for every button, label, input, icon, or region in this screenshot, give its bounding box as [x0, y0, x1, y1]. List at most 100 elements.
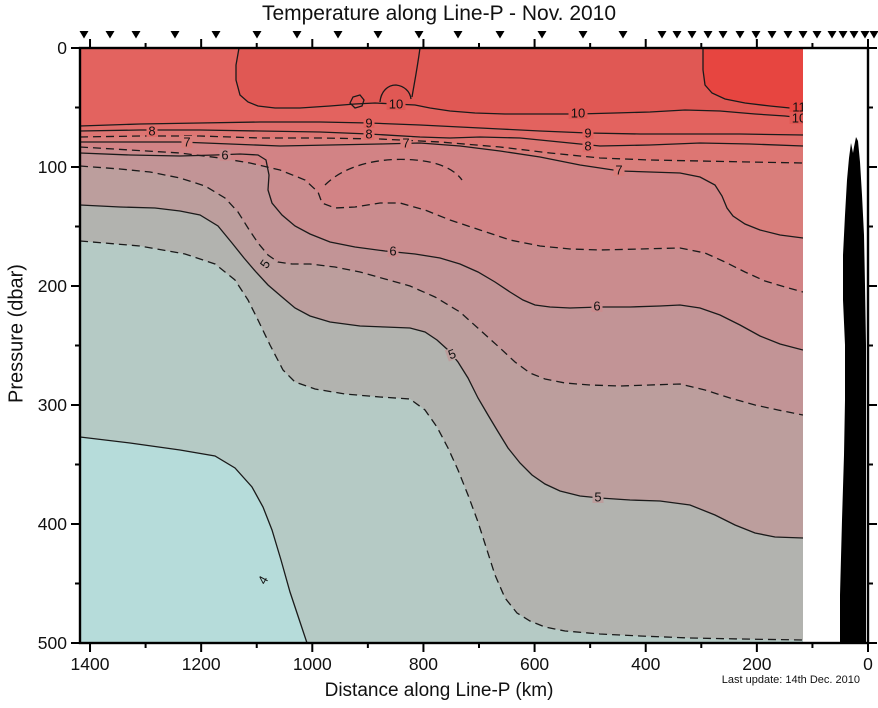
svg-text:7: 7: [615, 163, 622, 178]
svg-text:6: 6: [221, 148, 228, 163]
svg-text:200: 200: [38, 276, 67, 296]
svg-text:1200: 1200: [182, 654, 221, 674]
contour-label-8: 8: [363, 127, 375, 142]
station-marker-triangle: [751, 31, 761, 39]
contour-line-7: [80, 141, 803, 239]
contour-line-11: [702, 48, 803, 110]
svg-text:11: 11: [792, 100, 806, 115]
svg-text:10: 10: [389, 97, 403, 112]
svg-text:0: 0: [863, 654, 873, 674]
axis-ticks: [71, 39, 877, 652]
svg-text:300: 300: [38, 395, 67, 415]
contour-label-6: 6: [387, 244, 399, 259]
bathymetry-silhouette: [840, 137, 866, 643]
station-marker-triangle: [170, 31, 180, 39]
contour-label-5: 5: [257, 256, 273, 272]
station-marker-triangle: [453, 31, 463, 39]
station-marker-triangle: [672, 31, 682, 39]
contour-label-9: 9: [363, 116, 375, 131]
svg-text:100: 100: [38, 157, 67, 177]
svg-text:7: 7: [183, 135, 190, 150]
svg-text:1000: 1000: [293, 654, 332, 674]
station-marker-triangle: [735, 31, 745, 39]
svg-text:10: 10: [792, 111, 806, 126]
x-axis-label: Distance along Line-P (km): [324, 680, 554, 701]
svg-text:10: 10: [571, 106, 585, 121]
station-marker-triangle: [333, 31, 343, 39]
contour-line-5.5: [80, 165, 803, 416]
contour-label-10: 10: [789, 111, 806, 126]
contour-label-5: 5: [444, 346, 460, 363]
contour-label-8: 8: [146, 124, 158, 139]
station-marker-triangle: [657, 31, 667, 39]
svg-text:8: 8: [584, 139, 591, 154]
station-marker-triangle: [292, 31, 302, 39]
svg-text:0: 0: [57, 38, 67, 58]
station-marker-triangle: [105, 31, 115, 39]
station-marker-triangle: [131, 31, 141, 39]
chart-title: Temperature along Line-P - Nov. 2010: [261, 2, 617, 25]
contour-label-7: 7: [613, 163, 625, 178]
level6half-warm-tongue: [324, 158, 463, 186]
y-axis-label: Pressure (dbar): [5, 264, 28, 403]
station-marker-triangle: [495, 31, 505, 39]
svg-text:8: 8: [365, 127, 372, 142]
station-marker-triangle: [718, 31, 728, 39]
contour-line-4: [80, 436, 308, 643]
contour-label-5: 5: [592, 490, 604, 505]
station-marker-triangle: [252, 31, 262, 39]
band-fill-ge-10: [236, 48, 803, 118]
contour-label-9: 9: [582, 126, 594, 141]
contour-label-4: 4: [255, 572, 271, 588]
svg-text:5: 5: [594, 490, 601, 505]
contour-line-10: [235, 48, 803, 119]
svg-text:800: 800: [409, 654, 438, 674]
contour-label-10: 10: [386, 97, 406, 112]
contour-label-10: 10: [568, 106, 588, 121]
svg-text:8: 8: [148, 124, 155, 139]
svg-text:600: 600: [520, 654, 549, 674]
svg-text:500: 500: [38, 633, 67, 653]
station-marker-triangle: [812, 31, 822, 39]
station-markers: [79, 31, 878, 39]
level10-surface-branch: [411, 48, 421, 98]
contour-label-6: 6: [591, 299, 603, 314]
last-update-note: Last update: 14th Dec. 2010: [721, 674, 860, 686]
station-marker-triangle: [373, 31, 383, 39]
station-marker-triangle: [618, 31, 628, 39]
contour-label-6: 6: [219, 148, 231, 163]
station-marker-triangle: [537, 31, 547, 39]
svg-text:7: 7: [402, 136, 409, 151]
station-marker-triangle: [827, 31, 837, 39]
contour-line-4.5: [80, 240, 803, 641]
contour-label-11: 11: [789, 100, 806, 115]
station-marker-triangle: [783, 31, 793, 39]
contour-label-8: 8: [582, 139, 594, 154]
axis-tick-labels: 1400 1200 1000 800 600 400 200 0 0 100 200 300 400 50…: [38, 38, 873, 674]
level10-closed-loop: [379, 84, 412, 103]
station-marker-triangle: [860, 31, 870, 39]
contour-line-7.5: [80, 135, 803, 164]
station-marker-triangle: [798, 31, 808, 39]
level10-small-blob: [349, 94, 365, 109]
svg-text:1400: 1400: [71, 654, 110, 674]
station-marker-triangle: [687, 31, 697, 39]
svg-text:6: 6: [389, 244, 396, 259]
contour-line-8: [80, 129, 803, 147]
station-marker-triangle: [849, 31, 859, 39]
svg-text:5: 5: [446, 346, 458, 363]
contour-label-7: 7: [181, 135, 193, 150]
station-marker-triangle: [869, 31, 878, 39]
svg-text:9: 9: [365, 116, 372, 131]
svg-text:200: 200: [742, 654, 771, 674]
svg-text:9: 9: [584, 126, 591, 141]
svg-text:6: 6: [593, 299, 600, 314]
contour-line-6.5: [80, 146, 803, 293]
contour-line-6: [80, 152, 803, 351]
svg-text:400: 400: [631, 654, 660, 674]
contour-line-9: [80, 121, 803, 136]
station-marker-triangle: [838, 31, 848, 39]
